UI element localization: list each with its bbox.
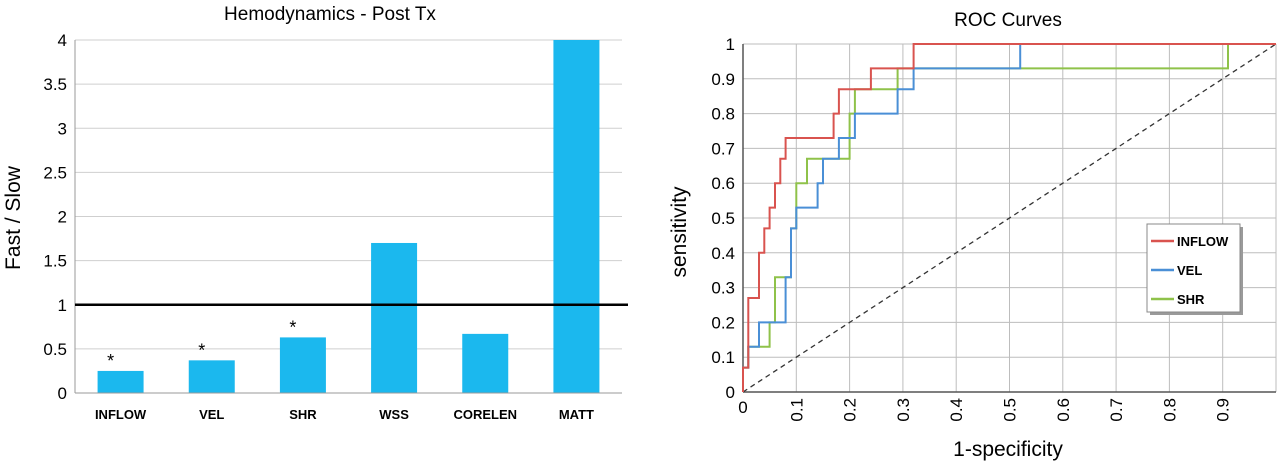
roc-xtick-label: 0.6	[1054, 398, 1073, 422]
roc-ytick-label: 0.5	[711, 209, 735, 228]
roc-plot-area: 0 0.1 0.2 0.3 0.4 0.5 0.6 0.7 0.8 0.9 1 0 0.1 0.2 0.3 0…	[711, 35, 1277, 422]
legend-label-inflow: INFLOW	[1177, 234, 1229, 249]
bar-ytick-label: 3	[58, 119, 67, 138]
roc-legend: INFLOW VEL SHR	[1146, 223, 1243, 315]
bar-ytick-label: 4	[58, 31, 67, 50]
significance-marker: *	[289, 317, 296, 337]
bar	[188, 360, 235, 393]
roc-xtick-label: 0.5	[1001, 398, 1020, 422]
roc-xtick-label: 0.9	[1214, 398, 1233, 422]
legend-label-vel: VEL	[1177, 263, 1202, 278]
bar-xtick-label: INFLOW	[95, 407, 147, 422]
legend-box	[1146, 223, 1241, 313]
bar-chart-title: Hemodynamics - Post Tx	[224, 4, 436, 25]
bar-xtick-label: SHR	[289, 407, 317, 422]
bar-ytick-label: 2	[58, 208, 67, 227]
roc-xtick-label: 0.8	[1160, 398, 1179, 422]
roc-chart-xlabel: 1-specificity	[953, 438, 1063, 461]
bar-ytick-label: 1.5	[43, 252, 67, 271]
roc-curve-vel	[742, 43, 1276, 392]
roc-ytick-label: 1	[726, 35, 735, 54]
bar-chart: Hemodynamics - Post Tx Fast / Slow 0 0.5 1…	[2, 4, 628, 422]
bar	[553, 40, 600, 393]
roc-ytick-label: 0.9	[711, 70, 735, 89]
roc-xtick-label: 0.4	[947, 398, 966, 422]
bar	[279, 337, 326, 393]
roc-ytick-label: 0.7	[711, 139, 735, 158]
roc-ytick-label: 0.4	[711, 244, 735, 263]
roc-curve-inflow	[742, 43, 1276, 392]
legend-label-shr: SHR	[1177, 292, 1205, 307]
roc-ytick-label: 0.1	[711, 348, 735, 367]
bar-ytick-label: 2.5	[43, 163, 67, 182]
bar-ytick-label: 1	[58, 296, 67, 315]
bar-xtick-label: MATT	[559, 407, 594, 422]
bar-plot-area: 0 0.5 1 1.5 2 2.5 3 3.5 4 INFLOW * VEL * SHR * WSS COREL…	[43, 31, 628, 422]
bar-xtick-label: CORELEN	[453, 407, 517, 422]
bar	[371, 242, 418, 393]
roc-xtick-label: 0.7	[1107, 398, 1126, 422]
significance-marker: *	[198, 340, 205, 360]
roc-chart-ylabel: sensitivity	[668, 186, 691, 278]
roc-ytick-label: 0.6	[711, 174, 735, 193]
roc-xtick-label: 0.1	[787, 398, 806, 422]
roc-ytick-label: 0.3	[711, 279, 735, 298]
roc-xtick-label: 0.2	[841, 398, 860, 422]
bar-ytick-label: 0	[58, 384, 67, 403]
bar	[462, 333, 509, 393]
roc-ytick-label: 0.2	[711, 313, 735, 332]
bar-xtick-label: VEL	[199, 407, 224, 422]
significance-marker: *	[107, 351, 114, 371]
bar-xtick-label: WSS	[379, 407, 409, 422]
roc-ytick-label: 0.8	[711, 105, 735, 124]
roc-xtick-label: 0.3	[894, 398, 913, 422]
bar-chart-ylabel: Fast / Slow	[2, 165, 25, 270]
roc-ytick-label: 0	[726, 383, 735, 402]
bar	[97, 370, 144, 393]
bar-ytick-label: 3.5	[43, 75, 67, 94]
bar-ytick-label: 0.5	[43, 340, 67, 359]
roc-chart-title: ROC Curves	[954, 10, 1062, 31]
roc-xtick-label: 0	[738, 398, 747, 417]
diagonal-reference-line	[742, 43, 1277, 393]
